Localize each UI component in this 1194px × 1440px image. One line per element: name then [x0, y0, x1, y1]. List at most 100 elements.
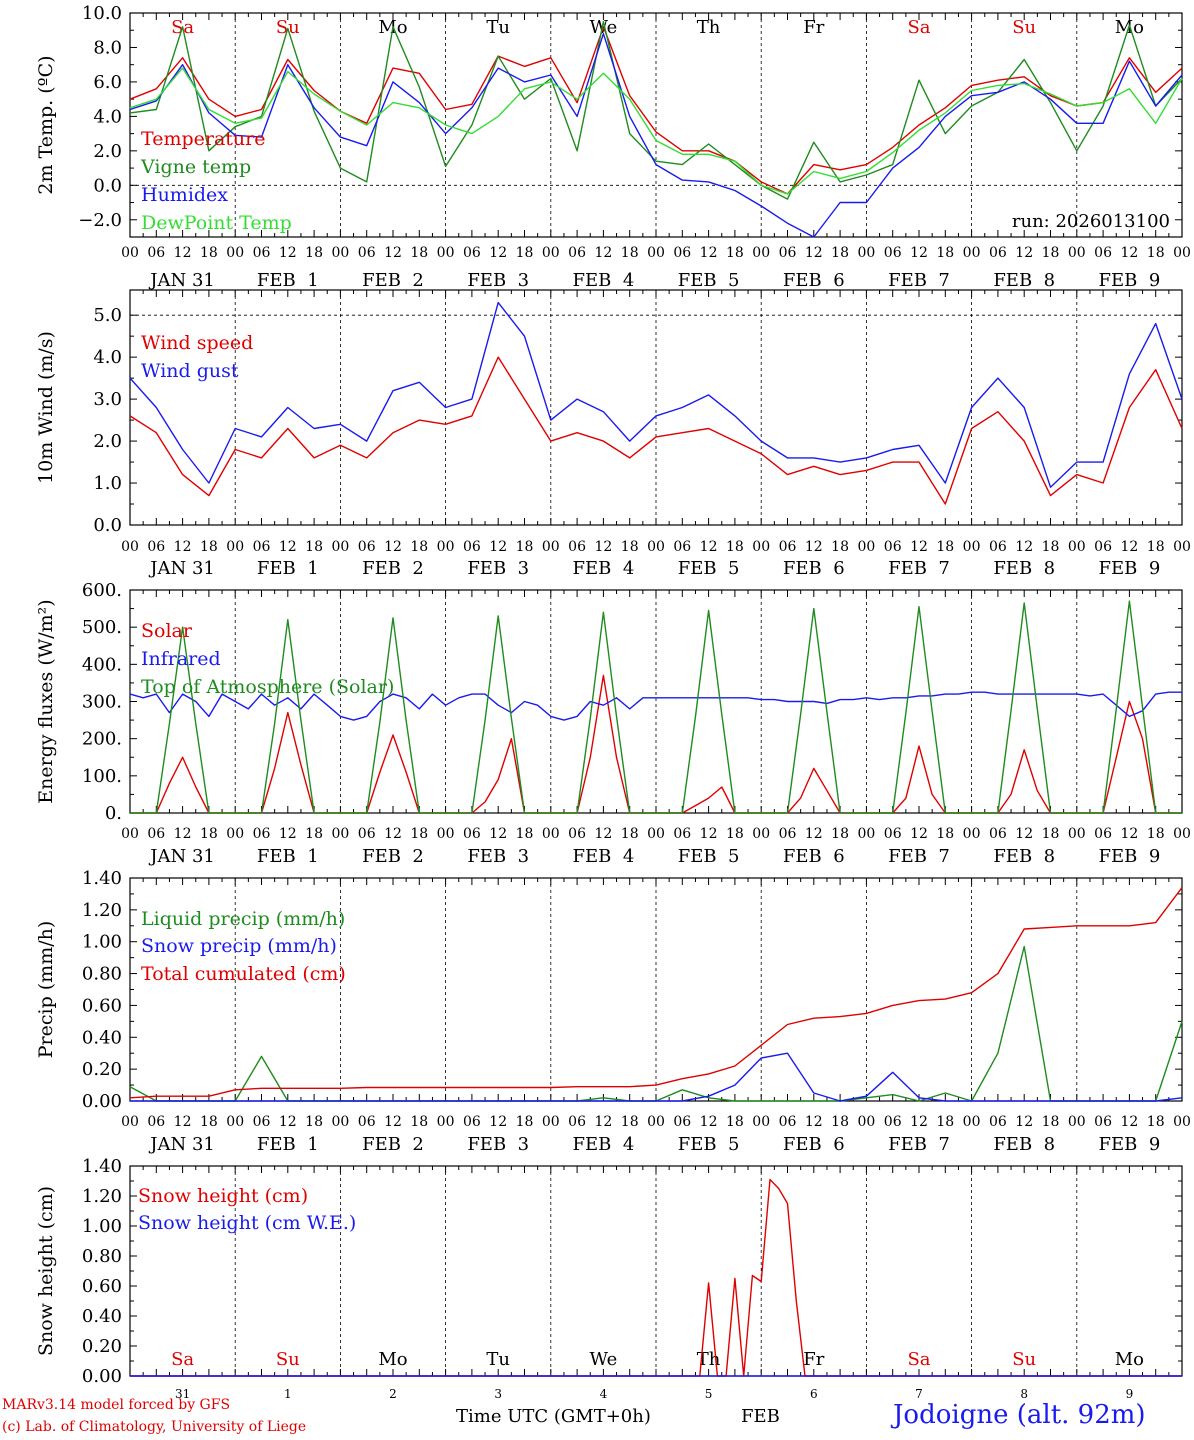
- legend-entry: Top of Atmosphere (Solar): [141, 676, 394, 698]
- hour-tick-label: 18: [726, 826, 744, 842]
- y-axis-label: Snow height (cm): [35, 1186, 57, 1356]
- hour-tick-label: 18: [936, 245, 954, 261]
- hour-tick-label: 12: [700, 1114, 718, 1130]
- date-label: FEB 1: [257, 846, 319, 867]
- day-of-week-label: Su: [1012, 17, 1036, 38]
- date-label: FEB 2: [362, 558, 424, 579]
- date-label: FEB 5: [678, 846, 740, 867]
- hour-tick-label: 18: [305, 539, 323, 555]
- hour-tick-label: 06: [884, 1114, 902, 1130]
- hour-tick-label: 00: [963, 539, 981, 555]
- hour-tick-label: 12: [700, 826, 718, 842]
- day-of-week-label: Tu: [486, 17, 510, 38]
- hour-tick-label: 00: [542, 1114, 560, 1130]
- date-label: FEB 3: [467, 846, 529, 867]
- hour-tick-label: 06: [673, 245, 691, 261]
- hour-tick-label: 18: [410, 539, 428, 555]
- date-label: FEB 7: [888, 558, 950, 579]
- hour-tick-label: 12: [594, 1114, 612, 1130]
- hour-tick-label: 00: [121, 245, 139, 261]
- hour-tick-label: 18: [200, 1114, 218, 1130]
- hour-tick-label: 00: [857, 826, 875, 842]
- hour-tick-label: 12: [700, 245, 718, 261]
- hour-tick-label: 00: [963, 1114, 981, 1130]
- hour-tick-label: 06: [779, 539, 797, 555]
- hour-tick-label: 06: [884, 245, 902, 261]
- hour-tick-label: 06: [463, 245, 481, 261]
- hour-tick-label: 18: [200, 826, 218, 842]
- hour-tick-label: 12: [384, 1114, 402, 1130]
- month-label: FEB: [741, 1406, 780, 1427]
- hour-tick-label: 06: [1094, 826, 1112, 842]
- hour-tick-label: 00: [331, 1114, 349, 1130]
- hour-tick-label: 18: [305, 826, 323, 842]
- hour-tick-label: 06: [358, 1114, 376, 1130]
- hour-tick-label: 12: [489, 1114, 507, 1130]
- date-label: FEB 6: [783, 1134, 845, 1155]
- hour-tick-label: 06: [989, 1114, 1007, 1130]
- y-tick-label: 0.20: [82, 1336, 122, 1357]
- hour-tick-label: 06: [779, 245, 797, 261]
- series-line-snow-precip-mm-h-: [130, 1052, 1183, 1102]
- panel-3: 0. 100. 200. 300. 400. 500. 600. Energy fluxes …: [35, 580, 1191, 867]
- hour-tick-label: 18: [516, 539, 534, 555]
- day-of-week-label: Su: [276, 17, 300, 38]
- y-tick-label: −2.0: [78, 210, 122, 231]
- hour-tick-label: 06: [989, 539, 1007, 555]
- legend-entry: Wind speed: [141, 332, 253, 354]
- hour-tick-label: 18: [1147, 826, 1165, 842]
- hour-tick-label: 18: [410, 1114, 428, 1130]
- legend-entry: Solar: [141, 620, 193, 642]
- day-of-week-label: Fr: [803, 1349, 824, 1370]
- hour-tick-label: 06: [147, 539, 165, 555]
- date-label: FEB 1: [257, 270, 319, 291]
- date-label: FEB 7: [888, 1134, 950, 1155]
- hour-tick-label: 12: [384, 826, 402, 842]
- y-tick-label: 0.0: [93, 515, 122, 536]
- hour-tick-label: 18: [200, 539, 218, 555]
- plot-frame: [129, 12, 1183, 238]
- hour-tick-label: 12: [174, 539, 192, 555]
- y-tick-label: 8.0: [93, 37, 122, 58]
- hour-tick-label: 12: [910, 1114, 928, 1130]
- hour-tick-label: 06: [779, 1114, 797, 1130]
- y-axis-label: Energy fluxes (W/m²): [35, 599, 57, 803]
- hour-tick-label: 18: [516, 826, 534, 842]
- y-tick-label: 100.: [82, 766, 122, 787]
- hour-tick-label: 06: [463, 826, 481, 842]
- hour-tick-label: 12: [805, 539, 823, 555]
- day-number-label: 5: [705, 1387, 713, 1401]
- panel-4: 0.00 0.20 0.40 0.60 0.80 1.00 1.20 1.40 Precip (…: [35, 868, 1191, 1155]
- hour-tick-label: 12: [594, 539, 612, 555]
- hour-tick-label: 18: [831, 826, 849, 842]
- hour-tick-label: 18: [1042, 1114, 1060, 1130]
- legend-entry: Snow precip (mm/h): [141, 935, 337, 957]
- y-tick-label: 0.: [105, 803, 122, 824]
- date-label: FEB 9: [1099, 270, 1161, 291]
- y-tick-label: 1.00: [82, 932, 122, 953]
- hour-tick-label: 12: [279, 539, 297, 555]
- day-number-label: 6: [810, 1387, 818, 1401]
- day-number-label: 1: [284, 1387, 292, 1401]
- hour-tick-label: 06: [358, 245, 376, 261]
- day-of-week-label: Mo: [1115, 1349, 1144, 1370]
- hour-tick-label: 18: [1147, 245, 1165, 261]
- day-of-week-label: Tu: [486, 1349, 510, 1370]
- day-number-label: 8: [1020, 1387, 1028, 1401]
- date-label: FEB 3: [467, 1134, 529, 1155]
- y-tick-label: 2.0: [93, 141, 122, 162]
- hour-tick-label: 12: [1015, 826, 1033, 842]
- series-line-dewpoint-temp: [129, 67, 1183, 195]
- day-number-label: 31: [175, 1387, 190, 1401]
- y-tick-label: 10.0: [82, 3, 122, 24]
- hour-tick-label: 06: [568, 245, 586, 261]
- hour-tick-label: 00: [331, 826, 349, 842]
- y-tick-label: 1.20: [82, 1186, 122, 1207]
- panel-1: −2.0 0.0 2.0 4.0 6.0 8.0 10.0 2m Temp. (ºC) 00 06…: [35, 3, 1191, 291]
- y-tick-label: 3.0: [93, 389, 122, 410]
- legend-entry: DewPoint Temp: [141, 212, 292, 234]
- y-tick-label: 600.: [82, 580, 122, 601]
- hour-tick-label: 12: [700, 539, 718, 555]
- legend-entry: Temperature: [141, 128, 265, 150]
- hour-tick-label: 18: [200, 245, 218, 261]
